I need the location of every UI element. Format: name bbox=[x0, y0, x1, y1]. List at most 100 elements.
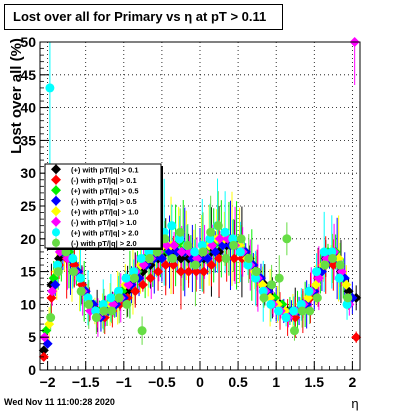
legend-marker bbox=[52, 228, 60, 237]
data-point bbox=[258, 286, 268, 296]
data-point bbox=[175, 266, 186, 277]
data-point bbox=[145, 273, 156, 284]
data-point bbox=[136, 253, 146, 263]
data-point bbox=[229, 240, 239, 250]
legend-label: (-) with pT/|q| > 0.5 bbox=[71, 197, 137, 206]
legend-shadow bbox=[47, 248, 163, 250]
x-tick-label: −2 bbox=[40, 374, 56, 390]
data-point bbox=[168, 253, 178, 263]
data-point bbox=[342, 299, 352, 309]
y-tick-label: 5 bbox=[28, 329, 36, 345]
legend-marker bbox=[51, 195, 61, 206]
data-point bbox=[221, 253, 231, 263]
data-point bbox=[68, 253, 78, 263]
data-point bbox=[335, 260, 345, 270]
data-point bbox=[113, 286, 123, 296]
data-point bbox=[236, 234, 246, 244]
axes: −2 −1.5 −1 −0.5 0 0.5 1 1.5 20510152025303540455… bbox=[20, 34, 361, 390]
data-point bbox=[53, 267, 63, 277]
x-tick-label: 2 bbox=[348, 374, 356, 390]
data-point bbox=[99, 306, 109, 316]
data-point bbox=[53, 260, 63, 270]
legend: (+) with pT/|q| > 0.1 (-) with pT/|q| > 0… bbox=[44, 163, 163, 250]
data-point bbox=[76, 286, 86, 296]
data-point bbox=[281, 313, 291, 323]
data-point bbox=[266, 299, 276, 309]
data-point bbox=[137, 326, 147, 336]
legend-marker bbox=[51, 185, 61, 196]
data-point bbox=[175, 227, 185, 237]
data-point bbox=[251, 267, 261, 277]
x-tick-label: 1 bbox=[272, 374, 280, 390]
legend-label: (-) with pT/|q| > 2.0 bbox=[71, 239, 137, 248]
data-point bbox=[83, 293, 93, 303]
legend-shadow bbox=[161, 166, 163, 250]
legend-label: (+) with pT/|q| > 0.5 bbox=[71, 186, 139, 195]
x-tick-label: 0.5 bbox=[228, 374, 248, 390]
data-point bbox=[229, 253, 240, 264]
y-tick-label: 35 bbox=[20, 132, 36, 148]
data-point bbox=[296, 299, 306, 309]
chart-title: Lost over all for Primary vs η at pT > 0… bbox=[4, 4, 283, 30]
data-point bbox=[319, 247, 329, 257]
data-point bbox=[206, 260, 217, 271]
data-point bbox=[153, 266, 164, 277]
data-point bbox=[351, 332, 362, 343]
data-point bbox=[320, 260, 330, 270]
x-tick-label: −0.5 bbox=[148, 374, 176, 390]
data-point bbox=[91, 313, 101, 323]
data-point bbox=[251, 273, 261, 283]
data-point bbox=[243, 260, 253, 270]
data-point bbox=[259, 293, 269, 303]
data-point bbox=[122, 299, 132, 309]
data-point bbox=[197, 240, 207, 250]
legend-label: (+) with pT/|q| > 0.1 bbox=[71, 165, 139, 174]
x-tick-label: 1.5 bbox=[305, 374, 325, 390]
data-point bbox=[202, 253, 213, 264]
footer-timestamp: Wed Nov 11 11:00:28 2020 bbox=[4, 397, 115, 407]
data-point bbox=[304, 286, 314, 296]
data-point bbox=[205, 234, 215, 244]
data-point bbox=[137, 279, 148, 290]
data-point bbox=[121, 273, 131, 283]
y-axis-label: Lost over all (%) bbox=[8, 38, 25, 154]
x-tick-label: −1.5 bbox=[72, 374, 100, 390]
data-point bbox=[114, 293, 124, 303]
x-axis-label: η bbox=[351, 396, 358, 411]
data-point bbox=[341, 279, 352, 290]
legend-marker bbox=[52, 238, 60, 247]
data-point bbox=[156, 253, 167, 264]
data-point bbox=[167, 221, 177, 231]
data-point bbox=[75, 273, 85, 283]
data-point bbox=[198, 266, 209, 277]
data-point bbox=[273, 306, 283, 316]
data-markers bbox=[38, 37, 362, 362]
data-point bbox=[305, 306, 315, 316]
legend-marker bbox=[51, 216, 61, 227]
x-tick-label: −1 bbox=[116, 374, 132, 390]
data-point bbox=[228, 234, 238, 244]
legend-label: (+) with pT/|q| > 2.0 bbox=[71, 228, 139, 237]
data-point bbox=[267, 280, 277, 290]
data-point bbox=[236, 253, 247, 264]
data-point bbox=[343, 293, 353, 303]
data-point bbox=[327, 247, 337, 257]
data-point bbox=[312, 293, 322, 303]
y-tick-label: 30 bbox=[20, 165, 36, 181]
data-point bbox=[183, 240, 193, 250]
data-point bbox=[213, 221, 223, 231]
data-point bbox=[334, 273, 344, 283]
legend-label: (+) with pT/|q| > 1.0 bbox=[71, 207, 139, 216]
data-point bbox=[328, 253, 338, 263]
data-point bbox=[45, 83, 55, 93]
data-point bbox=[129, 273, 139, 283]
data-point bbox=[174, 234, 184, 244]
data-point bbox=[274, 273, 284, 283]
data-point bbox=[297, 306, 307, 316]
data-point bbox=[69, 267, 79, 277]
data-point bbox=[235, 247, 245, 257]
data-point bbox=[312, 267, 322, 277]
data-point bbox=[91, 306, 101, 316]
data-point bbox=[282, 234, 292, 244]
